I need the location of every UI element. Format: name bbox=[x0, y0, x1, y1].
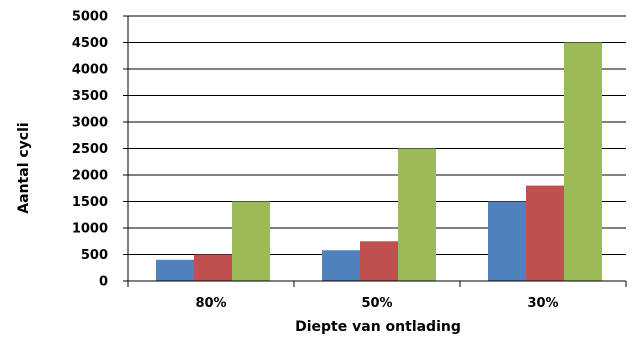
y-tick-label: 3500 bbox=[72, 89, 108, 104]
x-axis-title: Diepte van ontlading bbox=[295, 319, 461, 335]
bar-80pct-series-1 bbox=[156, 259, 194, 281]
bar-30pct-series-1 bbox=[488, 201, 526, 281]
x-tick-label: 50% bbox=[361, 296, 392, 311]
bar-50pct-series-2 bbox=[360, 241, 398, 281]
y-tick-label: 4000 bbox=[72, 63, 108, 78]
bar-50pct-series-3 bbox=[398, 148, 436, 281]
bar-30pct-series-3 bbox=[564, 42, 602, 281]
x-tick-label: 30% bbox=[527, 296, 558, 311]
bar-50pct-series-1 bbox=[322, 250, 360, 281]
y-tick-label: 0 bbox=[99, 275, 108, 290]
y-tick-label: 500 bbox=[81, 248, 108, 263]
bar-80pct-series-3 bbox=[232, 201, 270, 281]
y-tick-label: 1500 bbox=[72, 195, 108, 210]
bars bbox=[156, 42, 602, 281]
y-tick-label: 5000 bbox=[72, 10, 108, 25]
axes bbox=[123, 15, 627, 287]
y-tick-label: 1000 bbox=[72, 222, 108, 237]
y-axis-title: Aantal cycli bbox=[16, 122, 32, 213]
x-tick-label: 80% bbox=[195, 296, 226, 311]
y-tick-labels: 0 500 1000 1500 2000 2500 3000 3500 4000 4500 5000 bbox=[72, 10, 108, 290]
x-tick-labels: 80% 50% 30% bbox=[195, 296, 558, 311]
y-tick-label: 2000 bbox=[72, 169, 108, 184]
bar-30pct-series-2 bbox=[526, 185, 564, 281]
gridlines bbox=[128, 15, 626, 255]
y-tick-label: 3000 bbox=[72, 116, 108, 131]
y-tick-label: 2500 bbox=[72, 142, 108, 157]
bar-80pct-series-2 bbox=[194, 254, 232, 281]
y-tick-label: 4500 bbox=[72, 36, 108, 51]
